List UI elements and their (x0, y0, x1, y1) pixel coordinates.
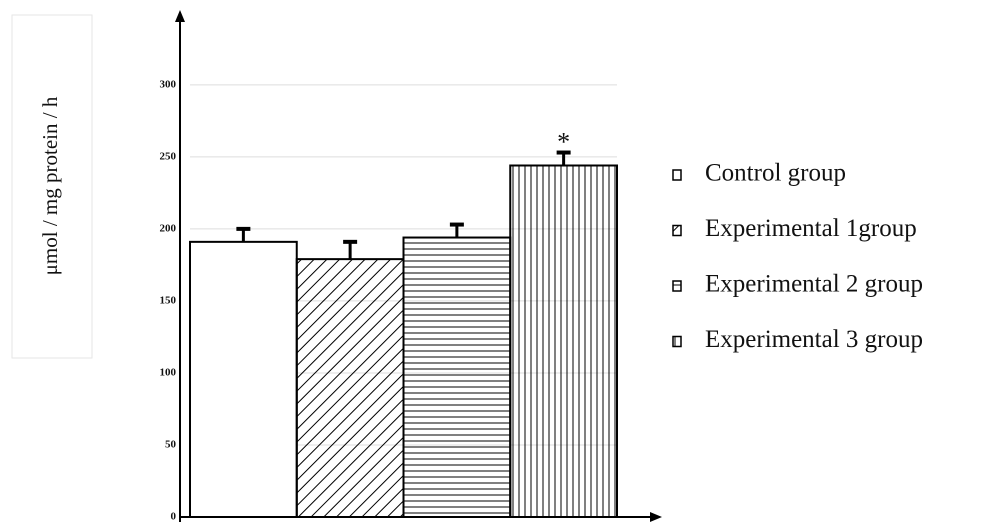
x-axis-arrow (650, 512, 662, 522)
y-tick-label: 250 (160, 150, 177, 162)
y-axis-label: μmol / mg protein / h (38, 96, 62, 275)
y-tick-label: 150 (160, 294, 177, 306)
y-tick-label: 300 (160, 78, 177, 90)
bar (402, 236, 512, 519)
bar (295, 258, 405, 518)
legend-label: Experimental 1group (705, 215, 917, 242)
legend-label: Control group (705, 160, 846, 187)
y-tick-label: 0 (171, 511, 177, 523)
y-tick-label: 200 (160, 222, 177, 234)
y-tick-label: 50 (165, 439, 177, 451)
legend-label: Experimental 3 group (705, 326, 923, 353)
legend-swatch (672, 224, 682, 237)
legend-swatch (672, 169, 682, 181)
bar (509, 164, 618, 518)
bar (189, 240, 298, 518)
legend-swatch (672, 280, 682, 292)
y-tick-label: 100 (160, 366, 177, 378)
y-axis-arrow (175, 10, 185, 22)
legend-label: Experimental 2 group (705, 271, 923, 298)
annotation: * (557, 128, 570, 157)
legend-swatch (672, 335, 682, 348)
y-label-box (11, 14, 93, 359)
